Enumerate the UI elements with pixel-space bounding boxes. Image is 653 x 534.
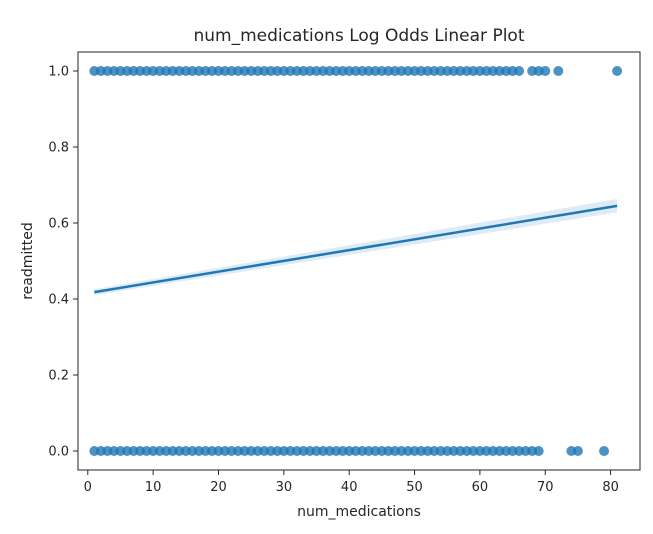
x-tick-label-0: 0 [84,480,92,495]
x-tick-label-8: 80 [602,480,619,495]
scatter-point-y0-70 [572,446,583,456]
x-tick-label-1: 10 [145,480,162,495]
x-tick-label-2: 20 [210,480,227,495]
x-tick-label-3: 30 [276,480,293,495]
x-axis-label: num_medications [297,504,421,520]
y-tick-label-3: 0.6 [48,217,69,232]
y-axis-label: readmitted [20,222,36,300]
y-tick-label-0: 0.0 [48,445,69,460]
y-axis: 0.0 0.2 0.4 0.6 0.8 1.0 [48,65,78,460]
x-tick-label-6: 60 [472,480,489,495]
regression-line [94,204,618,294]
y-tick-label-4: 0.8 [48,141,69,156]
confidence-band [94,199,618,296]
x-axis: 0 10 20 30 40 50 60 70 80 [84,470,619,495]
scatter-point-y1-70 [612,66,623,76]
chart-title: num_medications Log Odds Linear Plot [193,26,524,46]
y-tick-label-5: 1.0 [48,65,69,80]
scatter-point-y0-71 [599,446,610,456]
scatter-point-y0-68 [533,446,544,456]
y-tick-label-2: 0.4 [48,293,69,308]
scatter-point-y1-65 [514,66,525,76]
y-tick-label-1: 0.2 [48,369,69,384]
plot-frame [77,51,641,471]
scatter-point-y1-68 [540,66,551,76]
scatter-point-y1-69 [553,66,564,76]
x-tick-label-5: 50 [406,480,423,495]
x-tick-label-4: 40 [341,480,358,495]
plot-area [89,66,623,456]
x-tick-label-7: 70 [537,480,554,495]
